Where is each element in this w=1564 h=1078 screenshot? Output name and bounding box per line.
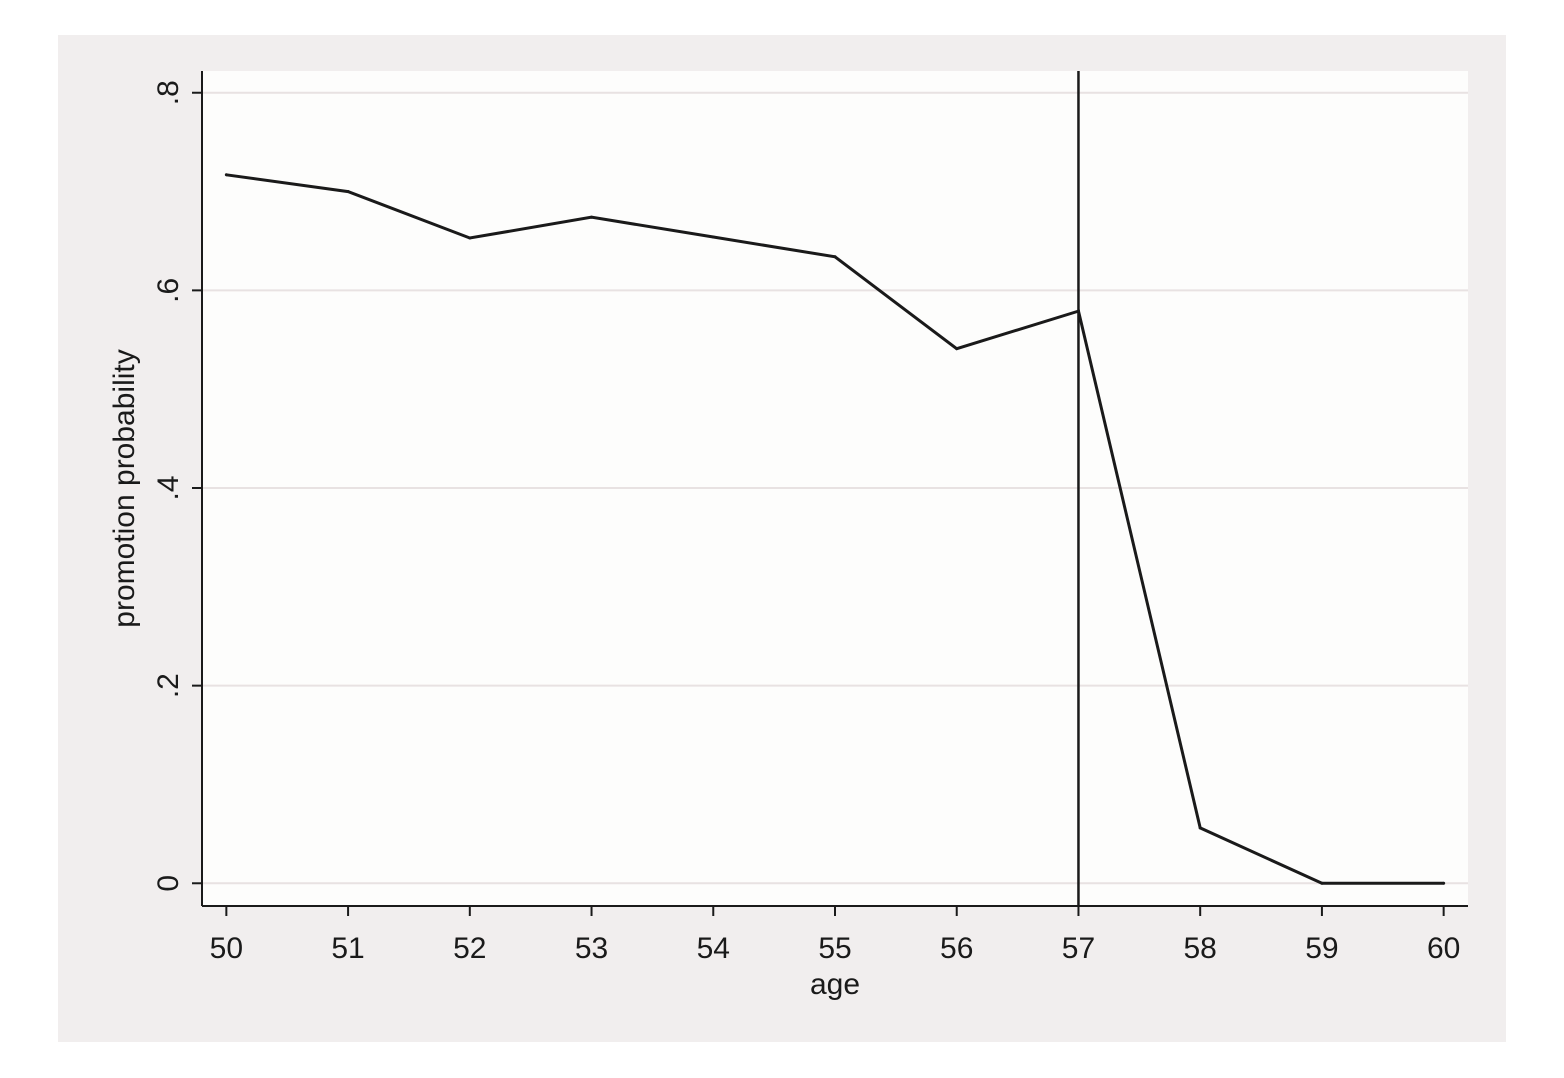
x-tick-label: 55 (818, 932, 851, 965)
y-tick-label: .4 (152, 475, 185, 500)
data-point (590, 215, 594, 219)
data-point (1198, 826, 1202, 830)
y-tick-label: 0 (152, 875, 185, 892)
x-tick-label: 59 (1305, 932, 1338, 965)
data-point (1320, 881, 1324, 885)
x-tick-label: 53 (575, 932, 608, 965)
x-tick-label: 52 (453, 932, 486, 965)
data-point (468, 236, 472, 240)
y-tick-label: .6 (152, 278, 185, 303)
x-tick-label: 51 (331, 932, 364, 965)
x-axis-ticks: 50 51 52 53 54 55 56 57 58 59 60 (210, 906, 1460, 965)
y-tick-label: .2 (152, 673, 185, 698)
data-point (224, 173, 228, 177)
x-axis-title: age (810, 968, 860, 1001)
data-point (1442, 881, 1446, 885)
data-point (711, 235, 715, 239)
x-tick-label: 50 (210, 932, 243, 965)
data-point (346, 190, 350, 194)
x-tick-label: 54 (697, 932, 730, 965)
x-tick-label: 58 (1184, 932, 1217, 965)
chart-frame: 0 .2 .4 .6 .8 50 51 52 53 54 55 56 57 58 59 60 age pro… (58, 35, 1506, 1042)
y-axis-ticks: 0 .2 .4 .6 .8 (152, 80, 202, 892)
y-tick-label: .8 (152, 80, 185, 105)
y-axis-title: promotion probability (108, 349, 141, 627)
data-point (955, 347, 959, 351)
x-tick-label: 60 (1427, 932, 1460, 965)
gridlines (202, 91, 1468, 885)
data-point (1076, 309, 1080, 313)
line-chart: 0 .2 .4 .6 .8 50 51 52 53 54 55 56 57 58 59 60 age pro… (108, 71, 1468, 1001)
x-tick-label: 56 (940, 932, 973, 965)
x-tick-label: 57 (1062, 932, 1095, 965)
data-point (833, 255, 837, 259)
data-points (224, 173, 1446, 885)
